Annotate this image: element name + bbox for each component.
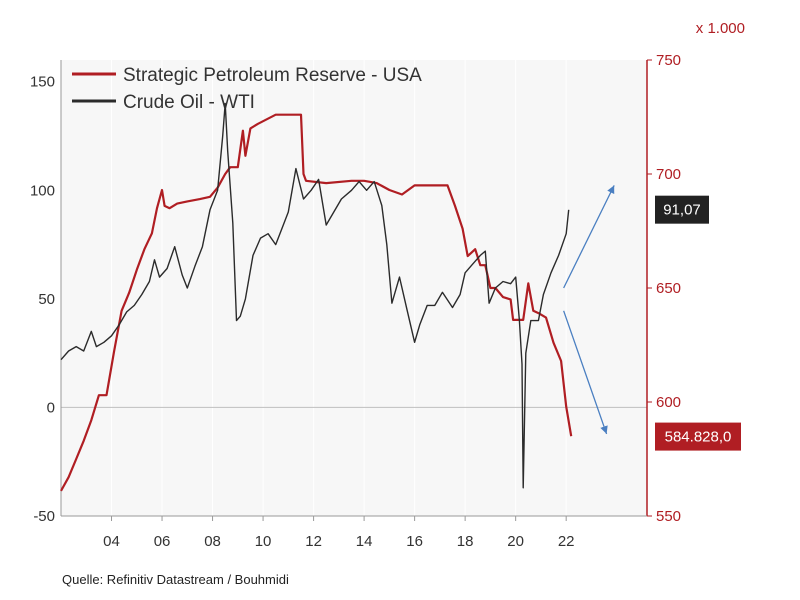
wti-series-line <box>60 102 570 489</box>
right-axis-unit-label: x 1.000 <box>696 20 745 37</box>
left-tick-label: 100 <box>30 182 55 199</box>
grid-lines <box>111 60 567 516</box>
x-axis-ticks: 04 06 08 10 12 14 16 18 20 22 <box>103 516 575 550</box>
last-value-labels: 91,07 584.828,0 <box>655 195 741 451</box>
x-tick-label: 06 <box>154 533 171 550</box>
x-tick-label: 08 <box>204 533 221 550</box>
spr-series-line <box>60 113 573 492</box>
left-tick-label: 150 <box>30 74 55 91</box>
x-tick-label: 14 <box>356 533 373 550</box>
legend: Strategic Petroleum Reserve - USA Crude O… <box>72 65 422 113</box>
trend-arrows <box>563 185 615 435</box>
right-tick-label: 750 <box>656 52 681 69</box>
right-tick-label: 550 <box>656 508 681 525</box>
left-axis-ticks: -50 0 50 100 150 <box>30 74 55 525</box>
left-tick-label: 0 <box>47 399 55 416</box>
wti-value-badge <box>655 195 709 224</box>
left-tick-label: -50 <box>33 508 55 525</box>
plot-area <box>61 60 647 516</box>
x-tick-label: 18 <box>457 533 474 550</box>
x-tick-label: 12 <box>305 533 322 550</box>
down-trend-arrow <box>563 310 608 435</box>
right-tick-label: 650 <box>656 280 681 297</box>
spr-value-label: 584.828,0 <box>665 429 732 446</box>
source-note: Quelle: Refinitiv Datastream / Bouhmidi <box>62 572 289 587</box>
spr-value-badge <box>655 422 741 451</box>
x-tick-label: 20 <box>507 533 524 550</box>
x-tick-label: 22 <box>558 533 575 550</box>
x-tick-label: 16 <box>406 533 423 550</box>
x-tick-label: 04 <box>103 533 120 550</box>
left-tick-label: 50 <box>38 291 55 308</box>
legend-label-wti: Crude Oil - WTI <box>123 92 255 113</box>
wti-value-label: 91,07 <box>663 202 701 219</box>
right-tick-label: 700 <box>656 166 681 183</box>
series-lines <box>60 102 573 492</box>
right-axis-ticks: 550 600 650 700 750 <box>647 52 681 525</box>
legend-label-spr: Strategic Petroleum Reserve - USA <box>123 65 422 86</box>
up-trend-arrow <box>563 185 615 289</box>
x-tick-label: 10 <box>255 533 272 550</box>
right-tick-label: 600 <box>656 394 681 411</box>
